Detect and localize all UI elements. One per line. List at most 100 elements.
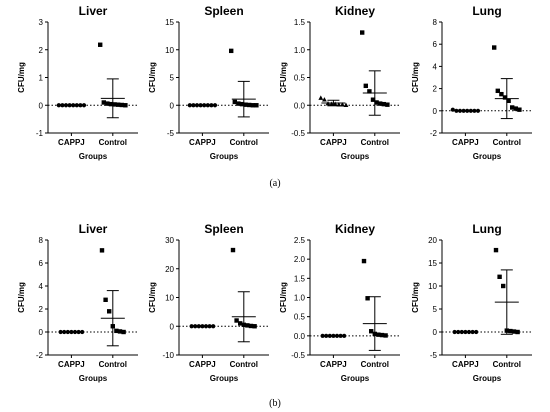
data-point [466, 329, 472, 335]
data-point [465, 108, 470, 113]
data-point [247, 102, 252, 108]
data-point [474, 329, 479, 335]
y-tick-label: 0 [170, 101, 175, 110]
y-tick-label: 2.0 [294, 255, 306, 264]
data-point [105, 101, 110, 106]
panel-title: Lung [472, 4, 501, 18]
y-tick-label: 0 [39, 328, 44, 337]
y-tick-label: 10 [165, 294, 174, 303]
y-tick-label: -1 [36, 129, 44, 138]
x-tick-label: CAPPJ [320, 360, 347, 369]
data-point [67, 103, 72, 108]
data-point [340, 102, 345, 107]
x-axis-label: Groups [341, 152, 370, 161]
x-tick-label: CAPPJ [189, 360, 216, 369]
y-tick-label: 8 [433, 18, 438, 27]
data-point [58, 329, 63, 335]
y-tick-label: 0.0 [294, 332, 306, 341]
data-point [232, 99, 237, 105]
y-tick-label: 20 [165, 265, 174, 274]
x-axis-label: Groups [210, 374, 239, 383]
data-point [367, 89, 372, 94]
data-point [383, 333, 388, 338]
x-axis-label: Groups [79, 152, 108, 161]
y-tick-label: -0.5 [291, 129, 305, 138]
data-point [63, 103, 69, 108]
data-point [74, 103, 79, 108]
data-point [369, 329, 374, 334]
data-point [107, 309, 112, 314]
data-point [497, 274, 502, 279]
x-tick-label: CAPPJ [452, 138, 479, 147]
x-axis-label: Groups [341, 374, 370, 383]
data-point [56, 103, 61, 108]
data-point [202, 103, 207, 108]
x-tick-label: Control [493, 138, 521, 147]
data-point [334, 333, 340, 338]
data-point [461, 108, 466, 113]
y-tick-label: 1.5 [294, 274, 306, 283]
y-tick-label: 5 [433, 305, 438, 314]
y-axis-label: CFU/mg [279, 62, 288, 93]
data-point [338, 333, 343, 338]
x-tick-label: Control [230, 360, 258, 369]
y-tick-label: 0.0 [294, 101, 306, 110]
y-axis-label: CFU/mg [148, 62, 157, 93]
data-point [205, 103, 210, 108]
data-point [207, 324, 212, 329]
y-tick-label: 1.0 [294, 46, 306, 55]
data-point [459, 329, 464, 335]
y-axis-label: CFU/mg [17, 282, 26, 313]
data-point [189, 324, 194, 329]
data-point [71, 103, 76, 108]
data-point [76, 329, 81, 335]
x-axis-label: Groups [473, 374, 502, 383]
data-point [196, 324, 201, 329]
data-point [123, 103, 128, 108]
data-point [99, 248, 105, 253]
data-point [243, 102, 248, 107]
data-point [361, 258, 367, 264]
y-tick-label: 6 [433, 40, 438, 49]
data-point [510, 105, 515, 110]
y-tick-label: 20 [428, 236, 437, 245]
y-tick-label: 2.5 [294, 236, 306, 245]
data-point [327, 333, 332, 338]
panel-kidney-a: Kidney -0.5 0.0 0.5 1.0 1.5 CFU/mg CAPPJ Control… [279, 4, 400, 161]
data-point [121, 329, 126, 335]
x-tick-label: CAPPJ [320, 138, 347, 147]
x-tick-label: CAPPJ [58, 138, 85, 147]
panel-liver-b: Liver -2 0 2 4 6 8 CFU/mg CAPPJ Control Groups [17, 222, 138, 383]
data-point [108, 101, 114, 107]
data-point [324, 333, 329, 338]
y-tick-label: 2 [433, 85, 438, 94]
data-point [515, 329, 520, 335]
panel-spleen-b: Spleen -10 0 10 20 30 CFU/mg CAPPJ Control Groups [148, 222, 269, 383]
data-point [203, 324, 209, 329]
x-tick-label: CAPPJ [189, 138, 216, 147]
x-tick-label: Control [99, 138, 127, 147]
data-point [194, 103, 200, 108]
data-point [501, 283, 506, 289]
data-point [450, 107, 455, 112]
panel-title: Spleen [204, 4, 243, 18]
y-tick-label: 2 [39, 305, 44, 314]
y-axis-label: CFU/mg [279, 282, 288, 313]
data-point [234, 318, 239, 323]
data-point [117, 329, 123, 334]
data-point [365, 296, 370, 301]
y-tick-label: 30 [165, 236, 174, 245]
panel-title: Liver [79, 222, 108, 236]
data-point [452, 329, 457, 335]
y-tick-label: 3 [39, 18, 44, 27]
y-tick-label: -2 [36, 351, 44, 360]
y-tick-label: 4 [39, 282, 44, 291]
y-tick-label: 4 [433, 62, 438, 71]
panel-title: Spleen [204, 222, 243, 236]
x-tick-label: Control [230, 138, 258, 147]
data-point [230, 247, 236, 253]
y-tick-label: 0.5 [294, 74, 306, 83]
y-tick-label: -10 [162, 351, 174, 360]
y-tick-label: 10 [428, 282, 437, 291]
panel-title: Kidney [335, 4, 375, 18]
